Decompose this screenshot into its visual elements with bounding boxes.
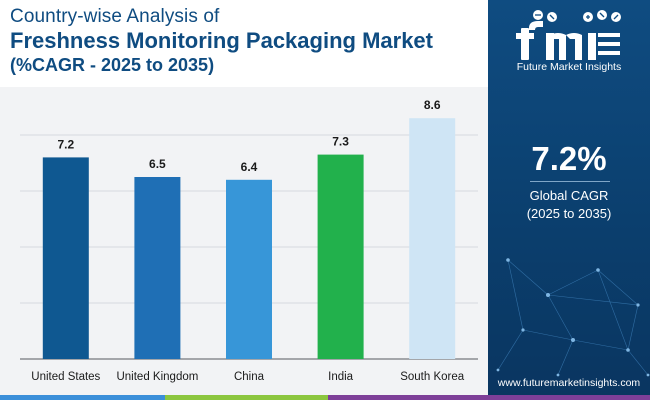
x-tick-label: United Kingdom — [116, 371, 198, 383]
side-panel: Future Market Insights 7.2% Global CAGR … — [488, 0, 650, 400]
global-cagr-value: 7.2% — [531, 140, 607, 177]
x-tick-label: China — [234, 371, 265, 383]
chart-title-block: Country-wise Analysis of Freshness Monit… — [10, 6, 433, 76]
global-cagr-label: Global CAGR (2025 to 2035) — [488, 187, 650, 223]
bottom-bar-segment-blue — [0, 395, 165, 400]
bar-south-korea — [409, 118, 456, 359]
bar-chart: 7.2 United States 6.5 United Kingdom 6.4 Chin… — [20, 98, 478, 383]
data-label: 8.6 — [424, 98, 441, 112]
cagr-label-line-2: (2025 to 2035) — [526, 206, 612, 221]
x-tick-label: United States — [31, 371, 100, 383]
bar-china — [226, 179, 272, 359]
data-label: 7.3 — [332, 135, 349, 149]
fmi-logo — [516, 10, 621, 60]
website-url[interactable]: www.futuremarketinsights.com — [497, 377, 641, 389]
data-label: 6.5 — [149, 157, 166, 171]
cagr-divider — [530, 181, 610, 182]
data-label: 7.2 — [57, 137, 74, 151]
title-line-2: Freshness Monitoring Packaging Market — [10, 28, 433, 53]
bottom-color-bar — [0, 395, 650, 400]
bar-india — [317, 154, 364, 359]
bottom-bar-segment-green — [165, 395, 328, 400]
network-decoration — [496, 258, 650, 377]
bottom-bar-segment-purple — [328, 395, 650, 400]
title-line-1: Country-wise Analysis of — [10, 6, 220, 27]
data-label: 6.4 — [241, 160, 258, 174]
title-line-3: (%CAGR - 2025 to 2035) — [10, 55, 215, 75]
cagr-label-line-1: Global CAGR — [529, 188, 609, 203]
logo-name: Future Market Insights — [516, 61, 622, 73]
x-tick-label: South Korea — [400, 371, 465, 383]
bar-united-states — [42, 157, 89, 359]
bar-united-kingdom — [134, 177, 181, 359]
x-tick-label: India — [328, 371, 354, 383]
